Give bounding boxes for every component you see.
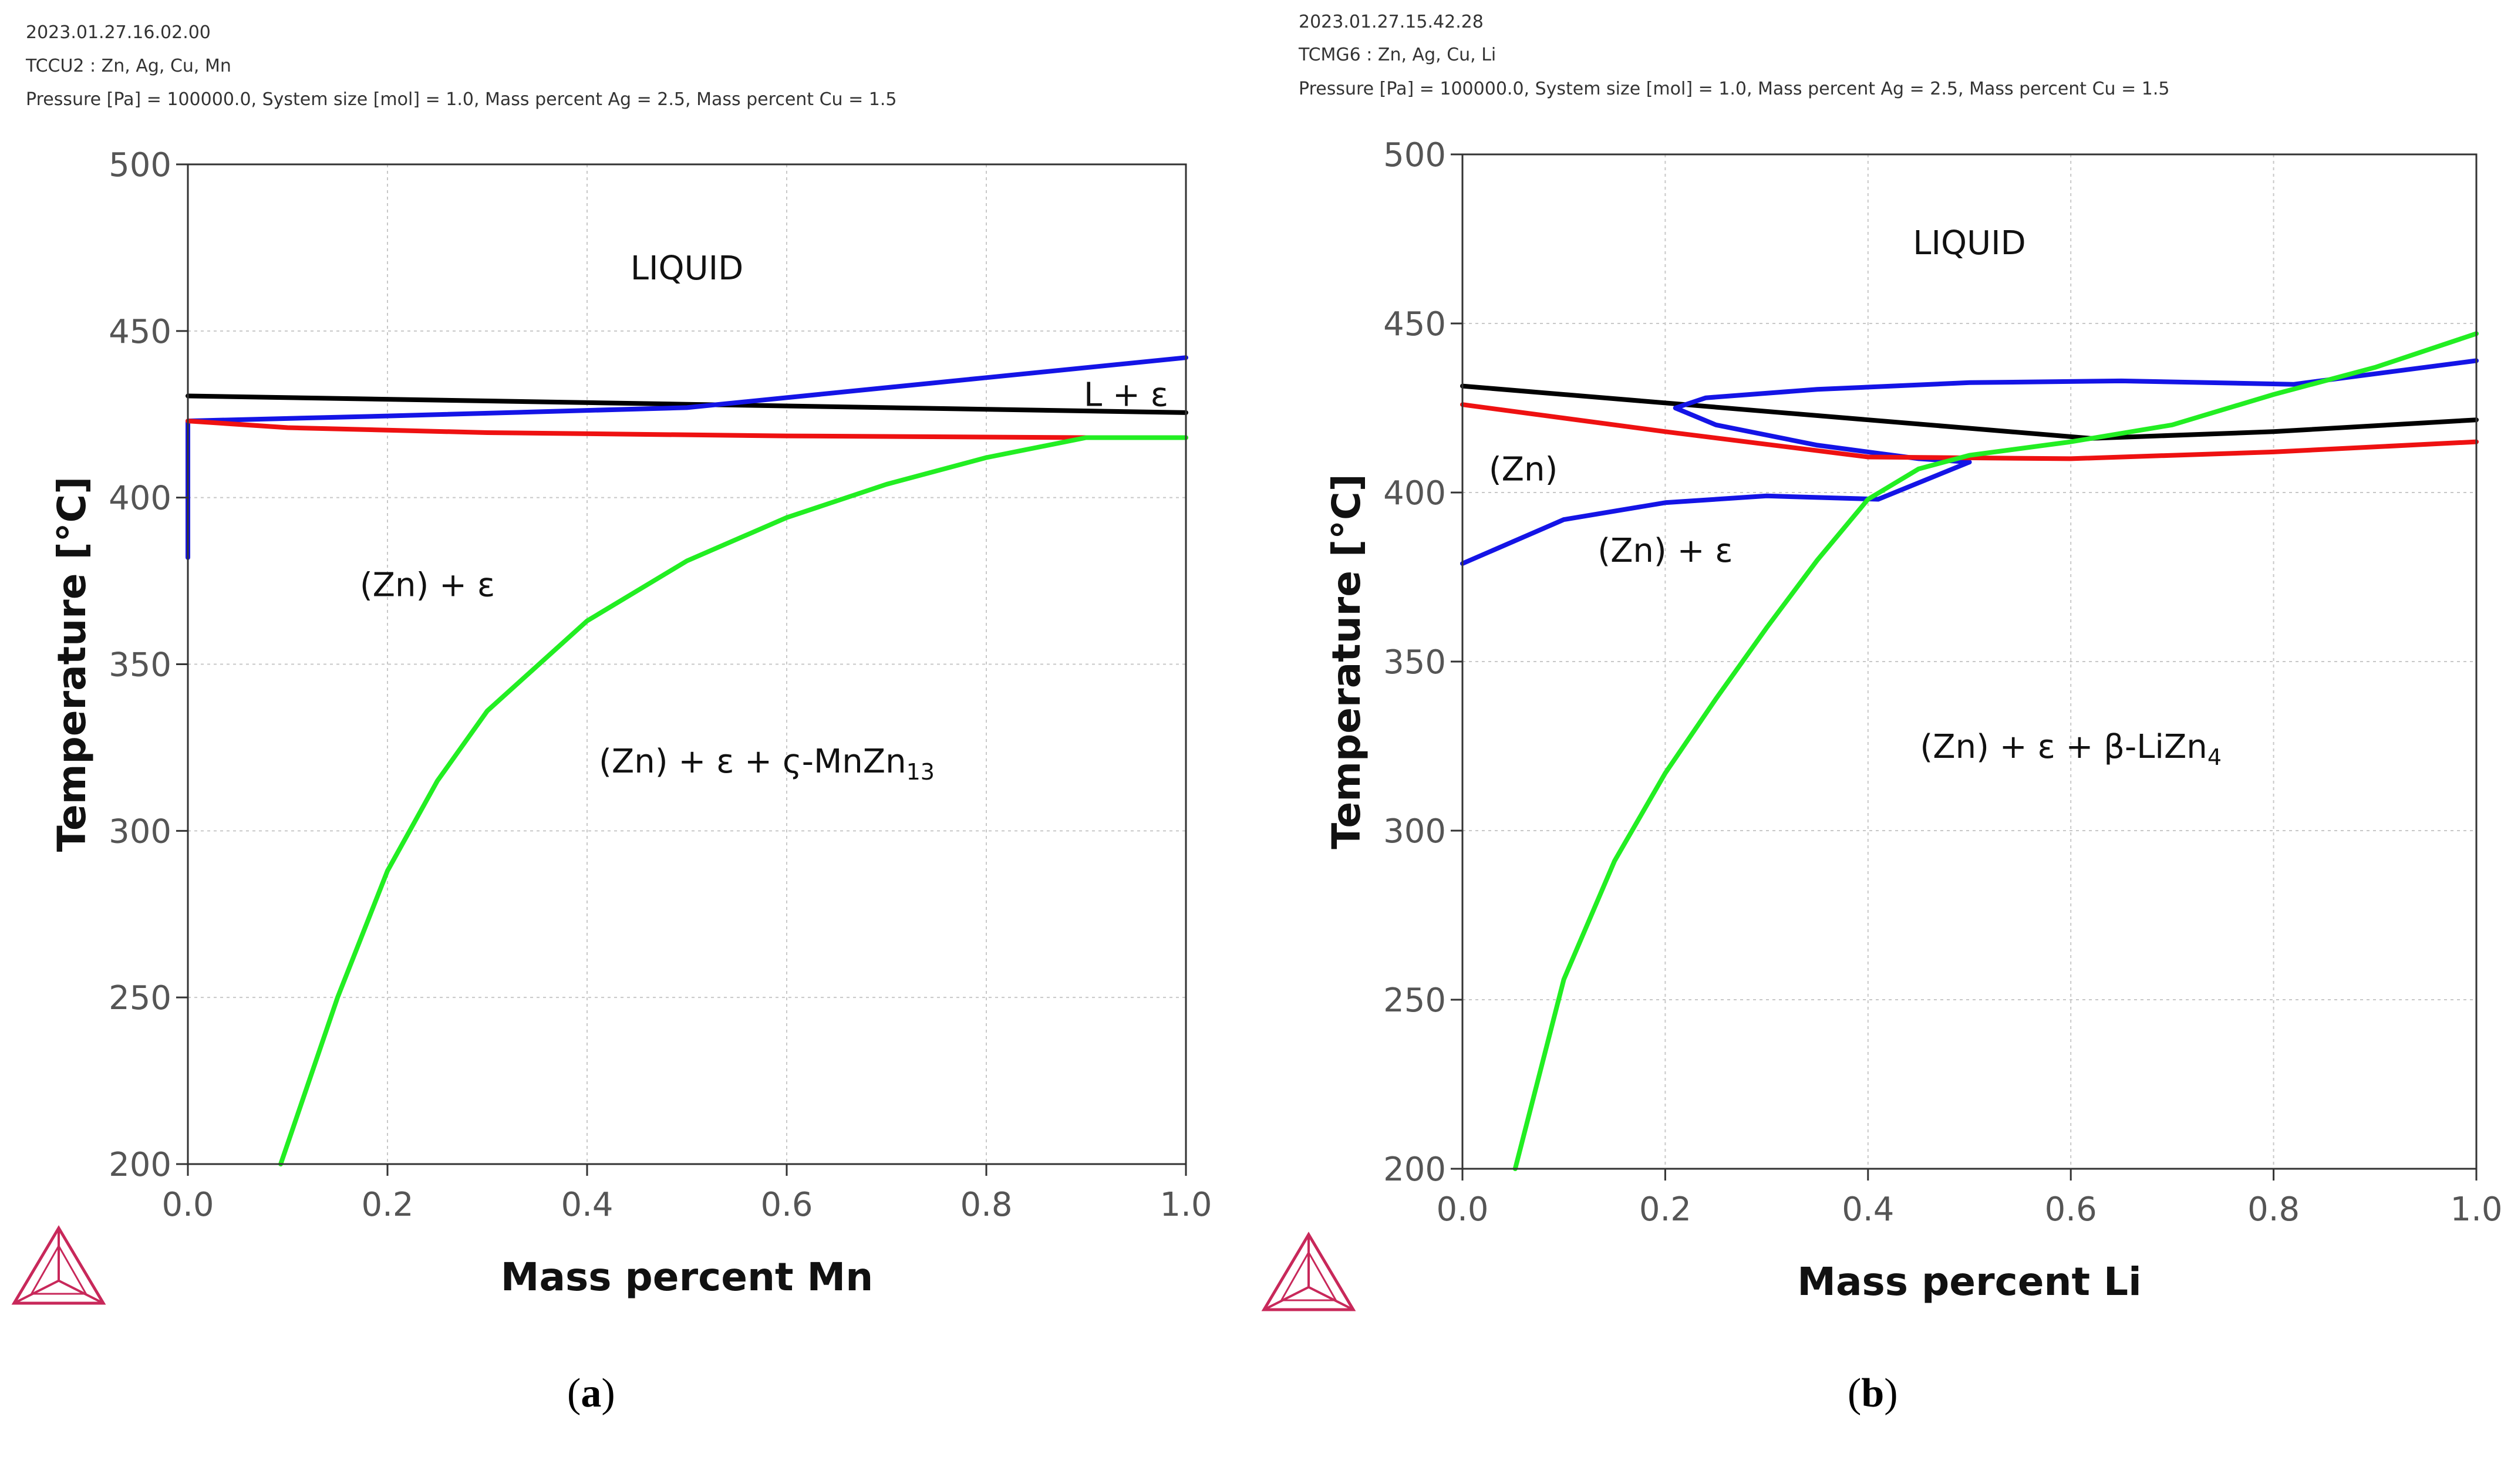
y-tick-label: 250 [1383,982,1446,1020]
x-tick-label: 0.4 [1842,1190,1894,1229]
timestamp: 2023.01.27.16.02.00 [26,22,211,43]
x-axis-label: Mass percent Mn [501,1254,873,1300]
x-tick-label: 1.0 [1160,1186,1212,1224]
region-label: (Zn) + ε [360,566,495,604]
label-paren-open: ( [1848,1371,1862,1416]
series-line-red [1460,402,2479,461]
logo-inner-triangle-icon [30,1244,87,1295]
x-tick-label: 0.2 [361,1186,413,1224]
logo-spoke-icon [14,1279,59,1304]
database-line: TCMG6 : Zn, Ag, Cu, Li [1299,45,1497,65]
y-tick-label: 200 [1383,1151,1446,1189]
series-line-black [186,393,1188,415]
series-line-green [278,435,1188,1166]
x-tick-label: 0.8 [960,1186,1012,1224]
chart-a: 0.0 0.2 0.4 0.6 0.8 1.0 200 250 300 350 400 450 500 M… [11,146,1212,1305]
label-letter: a [581,1371,602,1416]
x-tick-label: 0.2 [1639,1190,1691,1229]
figure-label-b: (b) [1848,1370,1898,1417]
region-label: L + ε [1084,376,1168,414]
x-axis-label: Mass percent Li [1797,1259,2141,1304]
x-tick-label: 0.8 [2247,1190,2300,1229]
region-label: LIQUID [1913,224,2025,262]
y-tick-label: 350 [1383,643,1446,682]
x-tick-label: 0.4 [561,1186,613,1224]
logo-spoke-icon [58,1279,104,1304]
region-label: (Zn) + ε [1597,532,1733,570]
panel-a: 2023.01.27.16.02.00 TCCU2 : Zn, Ag, Cu, … [0,0,1255,1484]
region-label: (Zn) + ε + ς-MnZn13 [599,743,935,785]
y-tick-label: 450 [109,313,171,351]
x-tick-label: 0.6 [760,1186,813,1224]
y-tick-label: 450 [1383,305,1446,343]
y-tick-label: 200 [109,1146,171,1184]
x-tick-label: 0.0 [1436,1190,1488,1229]
panel-b: 2023.01.27.15.42.28 TCMG6 : Zn, Ag, Cu, … [1255,0,2511,1484]
label-paren-close: ) [1884,1371,1898,1416]
series-line-green [1512,331,2479,1171]
logo-spoke-icon [1263,1286,1309,1311]
series-line-black [1460,383,2479,441]
label-paren-open: ( [567,1371,581,1416]
label-letter: b [1861,1371,1885,1416]
x-tick-label: 0.0 [161,1186,214,1224]
label-paren-close: ) [601,1371,615,1416]
y-tick-label: 500 [109,146,171,184]
region-label: (Zn) + ε + β-LiZn4 [1920,728,2222,770]
y-tick-label: 300 [1383,812,1446,851]
chart-b: 0.0 0.2 0.4 0.6 0.8 1.0 200 250 300 350 400 450 500 M… [1261,136,2503,1311]
figure-label-a: (a) [567,1370,615,1417]
database-line: TCCU2 : Zn, Ag, Cu, Mn [26,56,231,76]
series-line-red [186,419,1188,440]
x-tick-label: 1.0 [2450,1190,2502,1229]
logo-spoke-icon [1308,1286,1354,1311]
y-tick-label: 400 [109,480,171,518]
series-line-blue [186,355,1188,560]
y-tick-label: 350 [109,646,171,684]
logo-triangle-icon [1261,1232,1356,1311]
y-tick-label: 250 [109,979,171,1017]
region-label: (Zn) [1489,451,1558,489]
conditions-line: Pressure [Pa] = 100000.0, System size [m… [1299,79,2170,99]
timestamp: 2023.01.27.15.42.28 [1299,12,1484,32]
y-tick-label: 300 [109,812,171,851]
logo-triangle-icon [11,1225,106,1305]
conditions-line: Pressure [Pa] = 100000.0, System size [m… [26,89,897,110]
y-tick-label: 500 [1383,136,1446,174]
y-tick-label: 400 [1383,474,1446,512]
logo-inner-triangle-icon [1280,1250,1337,1301]
y-axis-label: Temperature [°C] [1324,474,1369,849]
series-line-blue-lower [1460,460,1972,566]
y-axis-label: Temperature [°C] [49,477,95,852]
x-tick-label: 0.6 [2045,1190,2097,1229]
series-line-blue-loop [1673,358,2479,465]
region-label: LIQUID [631,249,743,288]
